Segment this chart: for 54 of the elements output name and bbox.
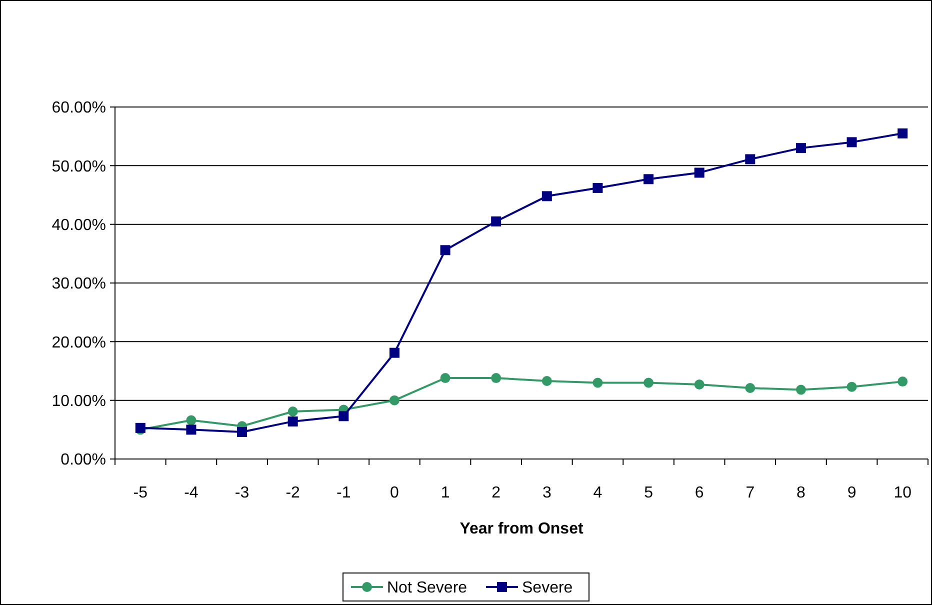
x-tick-label: 4 [593, 484, 602, 502]
point [440, 373, 450, 384]
point [288, 416, 298, 426]
point [237, 427, 248, 438]
x-tick-label: -2 [286, 484, 300, 502]
point [338, 411, 349, 422]
y-tick-label: 40.00% [52, 216, 106, 234]
point [846, 382, 857, 392]
x-tick-label: -5 [133, 484, 148, 502]
y-tick-label: 30.00% [52, 276, 106, 293]
point [592, 378, 603, 388]
point [694, 379, 704, 390]
x-tick-label: 2 [492, 484, 501, 502]
x-tick-label: 5 [644, 484, 654, 502]
y-tick-label: 20.00% [52, 334, 106, 352]
x-axis-title: Year from Onset [460, 520, 584, 538]
point [440, 245, 450, 256]
point [186, 424, 196, 435]
point [186, 415, 196, 426]
legend-label: Not Severe [387, 580, 468, 597]
point [898, 376, 908, 387]
x-tick-label: -4 [184, 484, 198, 502]
point [389, 395, 400, 406]
x-tick-label: 7 [746, 484, 755, 502]
y-tick-label: 50.00% [52, 158, 106, 176]
x-tick-label: 6 [694, 484, 704, 502]
x-tick-label: 3 [542, 484, 552, 502]
x-tick-label: -1 [336, 484, 351, 502]
point [796, 384, 806, 395]
point [542, 191, 552, 202]
point [644, 174, 654, 184]
point [288, 406, 298, 416]
x-tick-label: 10 [894, 484, 912, 502]
y-tick-label: 10.00% [52, 392, 106, 410]
point [389, 348, 400, 358]
x-tick-label: 0 [390, 484, 400, 502]
x-tick-label: 1 [440, 484, 450, 502]
point [898, 128, 908, 138]
point [644, 378, 654, 388]
point [745, 154, 756, 164]
x-tick-label: 8 [796, 484, 806, 502]
point [491, 373, 502, 384]
point [592, 182, 603, 193]
point [491, 216, 502, 226]
legend-label: Severe [522, 580, 573, 597]
x-tick-label: 9 [847, 484, 856, 502]
point [796, 143, 806, 154]
point [694, 168, 704, 178]
x-tick-label: -3 [234, 484, 250, 502]
point [542, 376, 552, 386]
point [846, 137, 857, 148]
point [745, 383, 756, 394]
y-tick-label: 60.00% [52, 100, 106, 117]
y-tick-label: 0.00% [60, 452, 106, 469]
